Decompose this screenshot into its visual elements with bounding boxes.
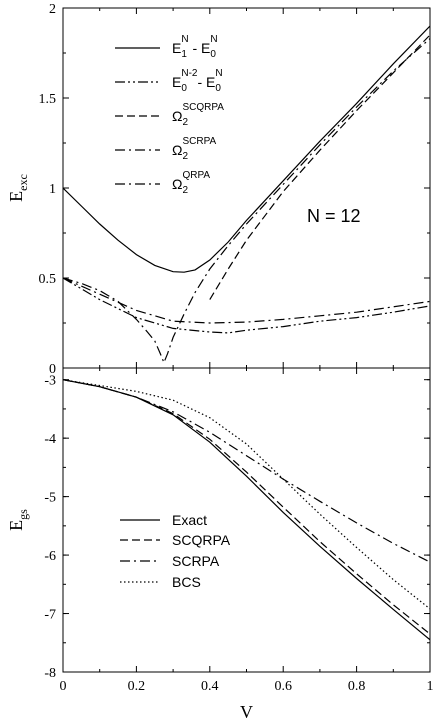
series-line-top-2	[209, 34, 430, 300]
y-tick-label: -8	[44, 666, 56, 681]
y-tick-label: -6	[44, 549, 56, 564]
legend-entry: Ω2 SCRPA	[172, 136, 217, 162]
y-tick-label: 0.5	[39, 272, 57, 287]
bottom-panel: -3 -4 -5 -6 -7 -8 0 0.2 0.4 0.6 0.8 1 V Egs Exact SCQRP…	[6, 367, 434, 722]
y-tick-label: -7	[44, 608, 56, 623]
legend-entry-part: SCRPA	[182, 136, 216, 147]
x-axis-title: V	[240, 702, 253, 722]
series-line-scqrpa	[63, 379, 430, 635]
legend-entry-part: E	[172, 74, 181, 90]
series-line-top-0	[63, 25, 430, 273]
y-axis-title-main: E	[6, 520, 26, 531]
series-line-top-4	[63, 38, 430, 365]
legend-entry: Ω2 QRPA	[172, 170, 210, 196]
legend-entry-part: - E	[189, 40, 211, 56]
legend-entry-part: N	[215, 68, 222, 79]
legend-entry: BCS	[172, 574, 201, 590]
y-axis-title-sub: gs	[16, 509, 30, 520]
x-tick-label: 0.8	[348, 679, 366, 694]
legend-entry-part: Ω	[172, 142, 182, 158]
y-tick-label: -4	[44, 432, 56, 447]
y-axis-title: Egs	[6, 509, 30, 531]
legend-entry: Ω2 SCQRPA	[172, 102, 224, 128]
series-line-top-1	[63, 277, 430, 334]
legend-entry-part: N-2	[181, 68, 198, 79]
y-tick-label: 1	[49, 182, 56, 197]
y-axis-title-main: E	[6, 191, 26, 202]
legend-entry: SCQRPA	[172, 532, 231, 548]
y-tick-label: -3	[44, 374, 56, 389]
legend-entry-part: 0	[215, 83, 221, 94]
legend-entry-part: 0	[210, 49, 216, 60]
legend-entry-part: SCQRPA	[182, 102, 224, 113]
x-tick-label: 0	[60, 679, 67, 694]
x-tick-label: 1	[427, 679, 434, 694]
annotation-n: N = 12	[307, 206, 361, 226]
series-line-bcs	[63, 379, 430, 610]
y-tick-label: 2	[49, 2, 56, 17]
legend-entry-part: 1	[181, 49, 187, 60]
legend-entry-part: Ω	[172, 108, 182, 124]
legend-entry: Exact	[172, 512, 207, 528]
y-tick-label: 1.5	[39, 92, 57, 107]
legend-entry-part: 2	[182, 151, 188, 162]
plot-frame	[62, 367, 431, 673]
legend-entry-part: N	[210, 34, 217, 45]
legend-entry-part: N	[181, 34, 188, 45]
plot-frame	[62, 7, 431, 369]
series-line-exact	[63, 379, 430, 641]
legend-entry-part: 2	[182, 117, 188, 128]
legend-entry-part: QRPA	[182, 170, 210, 181]
y-axis-title: Eexc	[6, 174, 30, 202]
x-tick-label: 0.2	[128, 679, 146, 694]
legend-entry: SCRPA	[172, 553, 220, 569]
y-tick-label: -5	[44, 491, 56, 506]
legend-entry: E1 N - E0 N	[172, 34, 218, 60]
legend-entry-part: E	[172, 40, 181, 56]
series-line-top-3	[63, 277, 430, 324]
series-line-scrpa	[63, 379, 430, 563]
y-tick-label: 0	[49, 362, 56, 377]
legend-entry: E0N-2- E0N	[172, 68, 223, 94]
legend-entry-part: 2	[182, 185, 188, 196]
y-axis-title-sub: exc	[16, 174, 30, 191]
legend-entry-part: - E	[197, 74, 215, 90]
x-tick-label: 0.4	[201, 679, 219, 694]
legend-entry-part: 0	[181, 83, 187, 94]
x-tick-label: 0.6	[274, 679, 292, 694]
legend-entry-part: Ω	[172, 176, 182, 192]
